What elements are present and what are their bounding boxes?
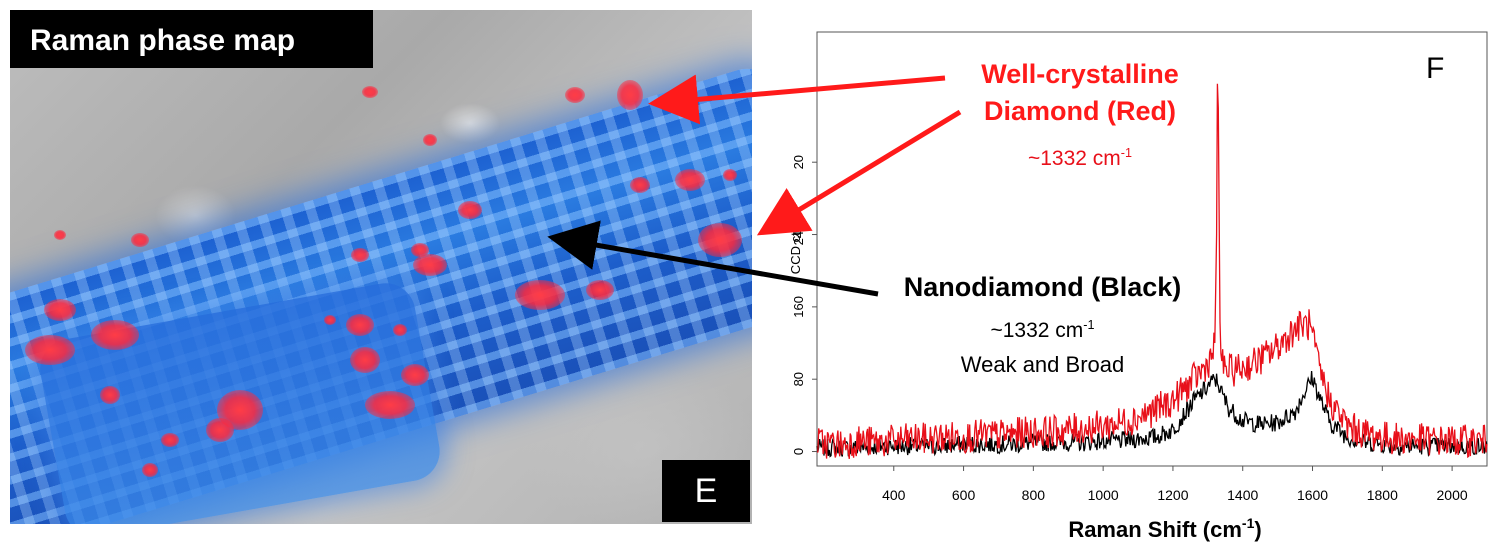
series-line-red [816, 83, 1488, 459]
red-spot [206, 418, 234, 442]
x-tick-label: 1600 [1297, 487, 1328, 503]
raman-phase-map-image [10, 10, 752, 524]
red-arrow-upper [648, 74, 946, 125]
x-axis-ticks: 400 600 800 1000 1200 1400 1600 1800 2000 [882, 466, 1468, 503]
red-spot [131, 233, 149, 247]
x-tick-label: 600 [952, 487, 976, 503]
red-spot [346, 314, 374, 336]
y-tick-label: 160 [791, 296, 806, 318]
red-spot [100, 386, 120, 404]
x-axis-label: Raman Shift (cm-1) [1068, 515, 1261, 542]
red-spot [393, 324, 407, 336]
x-tick-label: 400 [882, 487, 906, 503]
series-layer [816, 83, 1488, 459]
x-tick-label: 1800 [1367, 487, 1398, 503]
panel-e-letter: E [694, 472, 718, 510]
black-phase-peak: ~1332 cm-1 [900, 318, 1185, 343]
red-phase-peak-text: ~1332 cm-1 [1027, 146, 1132, 170]
red-phase-title: Well-crystalline Diamond (Red) [981, 59, 1179, 126]
plot-frame [816, 31, 1488, 467]
y-tick-label: 0 [791, 448, 806, 455]
red-phase-peak: ~1332 cm-1 [945, 146, 1215, 171]
x-tick-label: 1400 [1227, 487, 1258, 503]
red-spot [324, 315, 336, 325]
map-title: Raman phase map [30, 24, 296, 57]
red-spot [723, 169, 737, 181]
panel-f-letter: F [1426, 52, 1445, 85]
red-spot [675, 169, 705, 191]
red-spot [630, 177, 650, 193]
black-phase-title: Nanodiamond (Black) [903, 272, 1182, 302]
y-tick-label: 80 [791, 372, 806, 386]
red-spot [351, 248, 369, 262]
x-tick-label: 1000 [1088, 487, 1119, 503]
black-phase-description: Weak and Broad [960, 352, 1125, 377]
red-spot [350, 347, 380, 373]
black-arrow [547, 220, 879, 297]
red-spot [458, 201, 482, 219]
red-spot [54, 230, 66, 240]
red-arrow-lower [756, 109, 962, 236]
red-spot [411, 243, 429, 257]
y-axis-label: CCD cts [788, 225, 803, 274]
red-spot [161, 433, 179, 447]
red-spot [565, 87, 585, 103]
x-tick-label: 1200 [1157, 487, 1188, 503]
red-spot [515, 280, 565, 310]
red-spot [586, 280, 614, 300]
red-spot [91, 320, 139, 350]
x-tick-label: 800 [1022, 487, 1046, 503]
black-phase-peak-text: ~1332 cm-1 [990, 318, 1095, 342]
red-spot [142, 463, 158, 477]
red-spot [25, 335, 75, 365]
map-title-box: Raman phase map [10, 10, 373, 68]
red-spot [365, 391, 415, 419]
red-spot [362, 86, 378, 98]
red-spot [44, 299, 76, 321]
red-spot [401, 364, 429, 386]
red-spot [423, 134, 437, 146]
x-tick-label: 2000 [1437, 487, 1468, 503]
panel-e-label-box: E [662, 460, 750, 522]
red-spot [617, 80, 643, 110]
red-spot [413, 254, 447, 276]
y-tick-label: 20 [791, 155, 806, 169]
red-spot [698, 223, 742, 257]
